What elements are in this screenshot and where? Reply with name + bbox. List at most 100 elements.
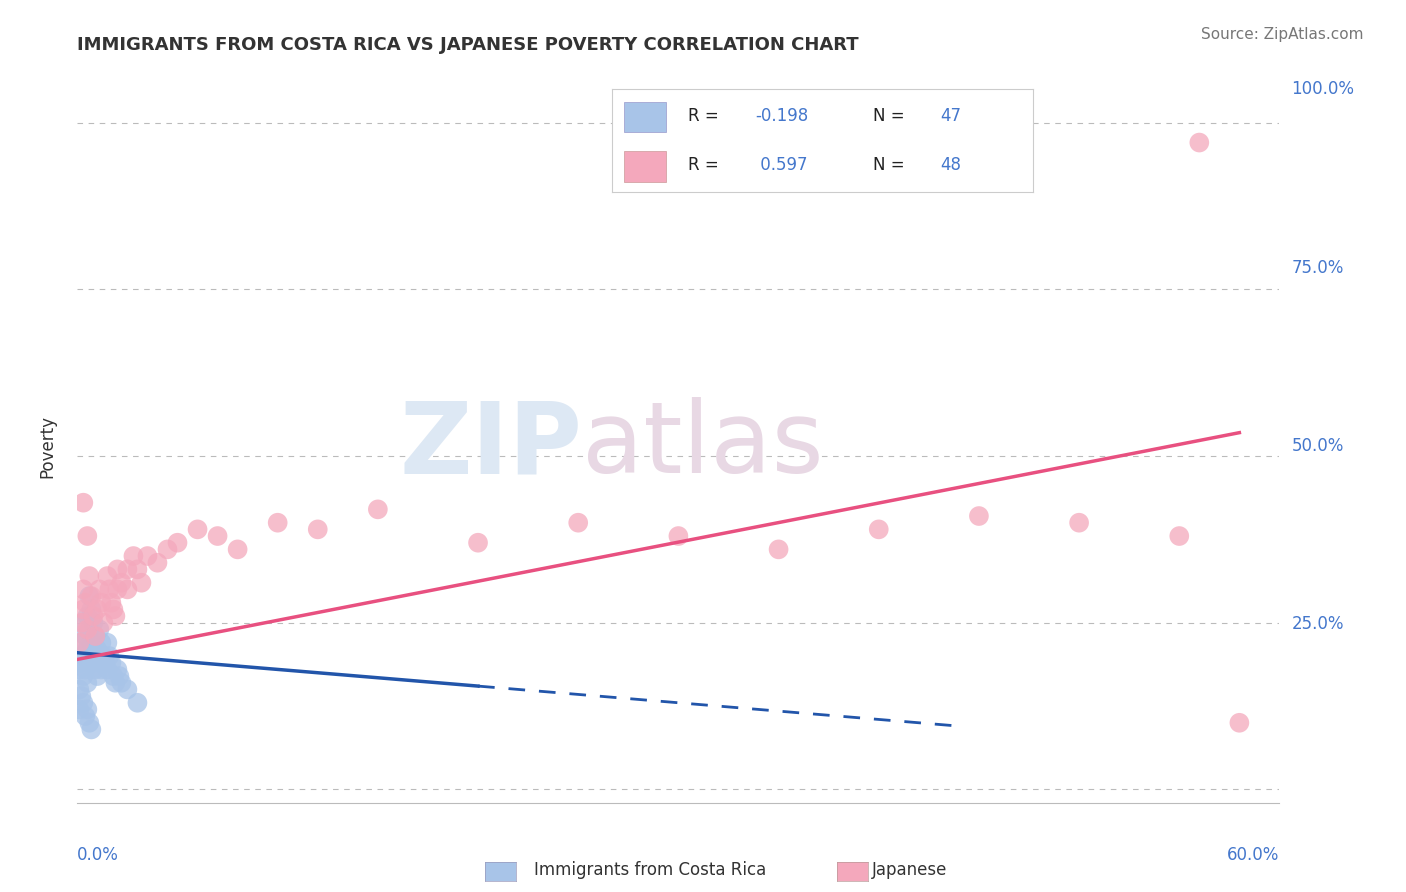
- Text: IMMIGRANTS FROM COSTA RICA VS JAPANESE POVERTY CORRELATION CHART: IMMIGRANTS FROM COSTA RICA VS JAPANESE P…: [77, 36, 859, 54]
- Point: [768, 542, 790, 557]
- Point: [1229, 715, 1251, 730]
- Point: [72, 696, 94, 710]
- Point: [90, 596, 112, 610]
- Point: [80, 723, 103, 737]
- Point: [166, 535, 188, 549]
- Text: R =: R =: [688, 156, 724, 174]
- Point: [93, 615, 115, 630]
- Point: [70, 656, 93, 670]
- Point: [127, 696, 149, 710]
- Point: [98, 649, 121, 664]
- Point: [186, 522, 209, 536]
- FancyBboxPatch shape: [624, 102, 666, 132]
- Point: [98, 582, 121, 597]
- Point: [107, 582, 129, 597]
- Point: [131, 575, 153, 590]
- Text: N =: N =: [873, 107, 910, 125]
- Text: Poverty: Poverty: [38, 415, 56, 477]
- Point: [89, 582, 111, 597]
- Point: [967, 509, 990, 524]
- Point: [868, 522, 890, 536]
- Point: [93, 649, 115, 664]
- Point: [82, 615, 104, 630]
- Point: [122, 549, 145, 563]
- Point: [567, 516, 589, 530]
- Point: [226, 542, 249, 557]
- Text: -0.198: -0.198: [755, 107, 808, 125]
- Point: [207, 529, 229, 543]
- Point: [72, 582, 94, 597]
- Point: [90, 662, 112, 676]
- Text: atlas: atlas: [582, 398, 824, 494]
- Text: R =: R =: [688, 107, 724, 125]
- Point: [146, 556, 169, 570]
- Point: [103, 602, 125, 616]
- Point: [100, 596, 122, 610]
- Text: 25.0%: 25.0%: [1292, 615, 1344, 633]
- Text: 47: 47: [941, 107, 962, 125]
- Point: [156, 542, 179, 557]
- Text: N =: N =: [873, 156, 910, 174]
- Text: 48: 48: [941, 156, 962, 174]
- Point: [70, 615, 93, 630]
- Point: [76, 529, 98, 543]
- Text: Japanese: Japanese: [872, 861, 948, 879]
- Point: [86, 602, 108, 616]
- Point: [96, 662, 118, 676]
- Point: [1188, 136, 1211, 150]
- Point: [80, 636, 103, 650]
- Point: [75, 709, 97, 723]
- Point: [1069, 516, 1091, 530]
- Point: [307, 522, 329, 536]
- Point: [94, 656, 117, 670]
- Point: [76, 609, 98, 624]
- Text: 75.0%: 75.0%: [1292, 259, 1344, 277]
- Point: [72, 649, 94, 664]
- Point: [84, 629, 107, 643]
- Point: [117, 562, 139, 576]
- Point: [80, 602, 103, 616]
- Text: ZIP: ZIP: [399, 398, 582, 494]
- Point: [96, 636, 118, 650]
- Point: [107, 562, 129, 576]
- Point: [117, 582, 139, 597]
- Point: [79, 589, 101, 603]
- Point: [67, 636, 90, 650]
- Point: [668, 529, 690, 543]
- Point: [76, 642, 98, 657]
- Point: [67, 682, 90, 697]
- Point: [103, 669, 125, 683]
- Point: [84, 629, 107, 643]
- Point: [1168, 529, 1191, 543]
- Point: [76, 675, 98, 690]
- Point: [72, 602, 94, 616]
- Point: [79, 656, 101, 670]
- Point: [117, 682, 139, 697]
- Point: [72, 615, 94, 630]
- Text: 60.0%: 60.0%: [1227, 846, 1279, 863]
- Point: [79, 715, 101, 730]
- Point: [267, 516, 290, 530]
- Point: [89, 623, 111, 637]
- Point: [104, 675, 127, 690]
- Point: [76, 623, 98, 637]
- Point: [80, 589, 103, 603]
- Point: [76, 702, 98, 716]
- Point: [86, 642, 108, 657]
- Point: [82, 609, 104, 624]
- FancyBboxPatch shape: [624, 151, 666, 181]
- Point: [96, 569, 118, 583]
- Point: [367, 502, 389, 516]
- Point: [70, 636, 93, 650]
- Point: [79, 623, 101, 637]
- Text: 0.0%: 0.0%: [77, 846, 120, 863]
- Point: [104, 609, 127, 624]
- Point: [127, 562, 149, 576]
- Point: [72, 496, 94, 510]
- Point: [70, 689, 93, 703]
- Text: 100.0%: 100.0%: [1292, 80, 1354, 98]
- Point: [136, 549, 159, 563]
- Point: [75, 596, 97, 610]
- Text: Source: ZipAtlas.com: Source: ZipAtlas.com: [1201, 27, 1364, 42]
- Point: [90, 636, 112, 650]
